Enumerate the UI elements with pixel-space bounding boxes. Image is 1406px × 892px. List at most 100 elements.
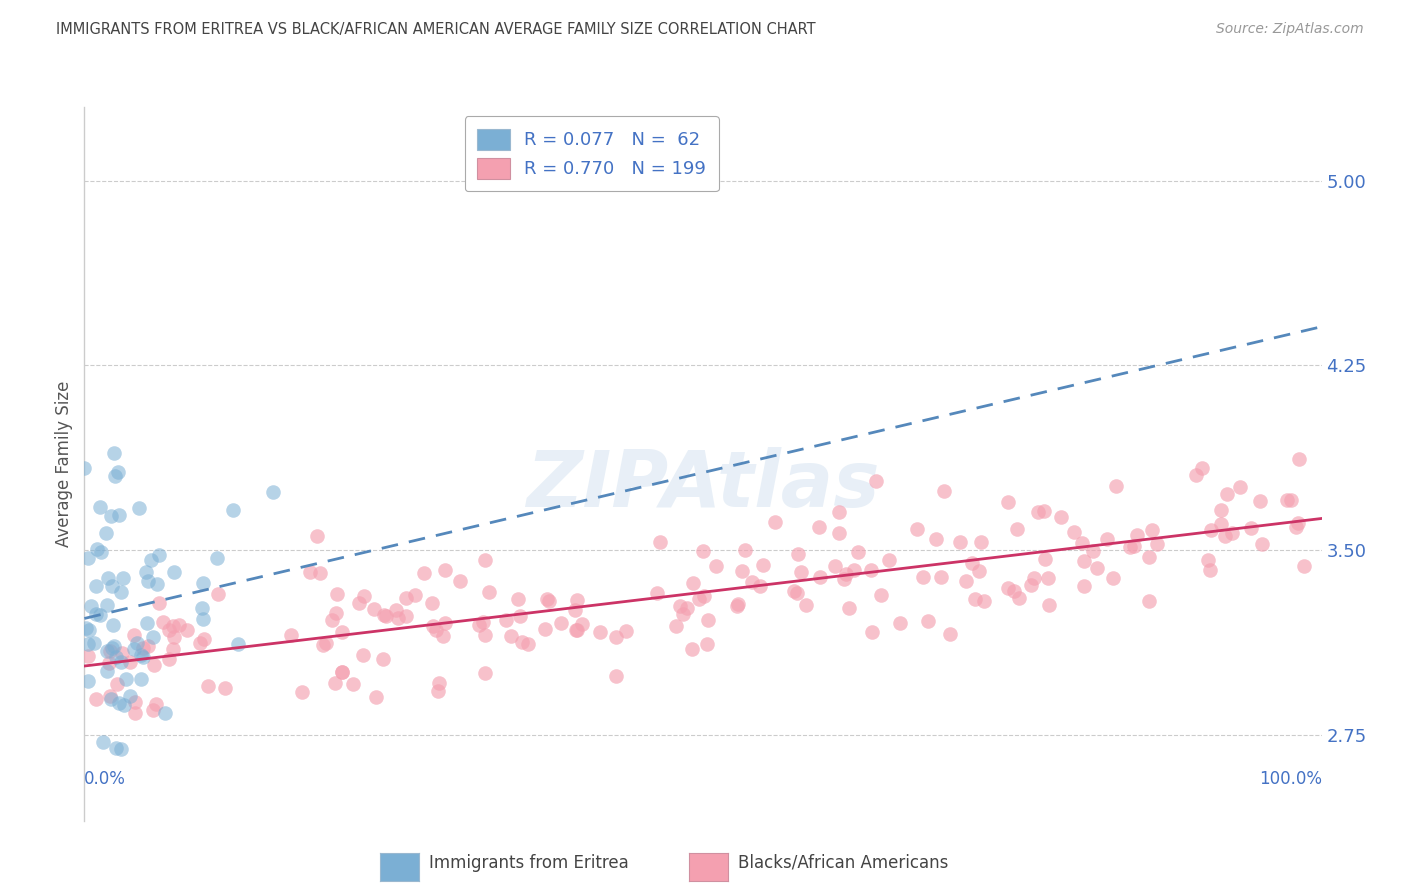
Point <box>101 640 124 655</box>
Point <box>122 641 145 656</box>
Point <box>291 685 314 699</box>
Point <box>83 635 105 649</box>
Point <box>193 576 215 591</box>
Point <box>148 596 170 610</box>
Point <box>104 740 127 755</box>
Point <box>501 629 523 643</box>
Point <box>332 665 354 679</box>
Point <box>131 640 153 655</box>
Point <box>924 532 946 546</box>
Point <box>330 624 353 639</box>
Point <box>162 642 184 657</box>
Point <box>474 628 496 642</box>
Point <box>163 630 186 644</box>
Point <box>748 579 770 593</box>
Point <box>665 619 688 633</box>
Point <box>153 706 176 720</box>
Point <box>960 557 983 571</box>
Text: IMMIGRANTS FROM ERITREA VS BLACK/AFRICAN AMERICAN AVERAGE FAMILY SIZE CORRELATIO: IMMIGRANTS FROM ERITREA VS BLACK/AFRICAN… <box>56 22 815 37</box>
Point <box>374 608 396 623</box>
Point <box>193 632 215 647</box>
Point <box>1137 550 1160 565</box>
Point <box>997 495 1019 509</box>
Point <box>478 585 501 599</box>
Point <box>1285 520 1308 534</box>
Point <box>104 469 127 483</box>
Point <box>1085 560 1108 574</box>
Point <box>648 534 671 549</box>
Point <box>828 505 851 519</box>
Point <box>565 623 588 637</box>
Point <box>1035 552 1057 566</box>
Point <box>134 566 156 580</box>
Point <box>128 500 150 515</box>
Point <box>1211 503 1233 517</box>
Point <box>1083 543 1105 558</box>
Point <box>1140 523 1163 537</box>
Point <box>77 623 100 637</box>
Point <box>124 695 146 709</box>
Point <box>107 465 129 479</box>
Point <box>132 650 155 665</box>
Point <box>1073 579 1095 593</box>
Point <box>373 607 395 622</box>
Point <box>305 529 328 543</box>
Point <box>136 574 159 588</box>
Point <box>91 735 114 749</box>
Point <box>76 637 98 651</box>
Point <box>1126 528 1149 542</box>
Point <box>118 690 141 704</box>
Point <box>1211 517 1233 532</box>
Point <box>510 634 533 648</box>
Text: ZIPAtlas: ZIPAtlas <box>526 447 880 524</box>
Point <box>142 703 165 717</box>
Point <box>124 706 146 720</box>
Point <box>94 526 117 541</box>
Point <box>692 543 714 558</box>
Point <box>997 582 1019 596</box>
Point <box>550 616 572 631</box>
Point <box>214 681 236 696</box>
Point <box>474 665 496 680</box>
Point <box>110 585 132 599</box>
Point <box>614 624 637 639</box>
Point <box>835 567 858 582</box>
Point <box>645 586 668 600</box>
Point <box>120 655 142 669</box>
Point <box>89 500 111 515</box>
Point <box>127 636 149 650</box>
Point <box>142 630 165 644</box>
Point <box>262 484 284 499</box>
Point <box>1063 524 1085 539</box>
Point <box>84 692 107 706</box>
Point <box>1292 558 1315 573</box>
Point <box>141 553 163 567</box>
Point <box>1073 553 1095 567</box>
Point <box>366 690 388 704</box>
Point <box>111 571 134 585</box>
Point <box>808 520 831 534</box>
Point <box>1007 591 1029 605</box>
Point <box>565 592 588 607</box>
Point <box>105 677 128 691</box>
Point <box>734 543 756 558</box>
Point <box>1199 563 1222 577</box>
Point <box>395 609 418 624</box>
Point <box>107 696 129 710</box>
Point <box>323 676 346 690</box>
Point <box>1229 481 1251 495</box>
Point <box>1220 525 1243 540</box>
Point <box>696 637 718 651</box>
Point <box>1105 479 1128 493</box>
Point <box>298 566 321 580</box>
Point <box>605 668 627 682</box>
Point <box>228 637 250 651</box>
Point <box>75 621 97 635</box>
Point <box>794 598 817 612</box>
Point <box>352 648 374 663</box>
Point <box>869 588 891 602</box>
Point <box>495 613 517 627</box>
Point <box>824 558 846 573</box>
Point <box>1038 599 1060 613</box>
Point <box>838 601 860 615</box>
